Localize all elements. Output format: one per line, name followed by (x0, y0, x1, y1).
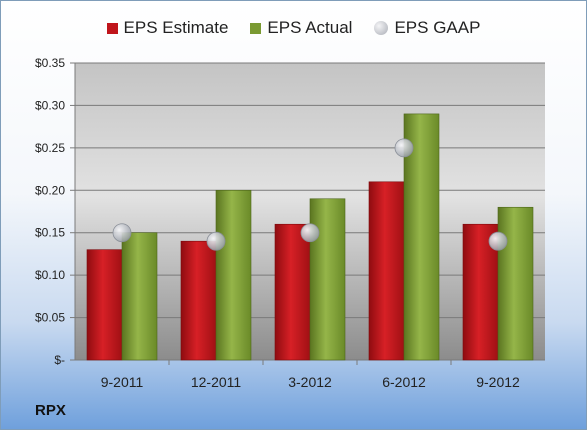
x-tick-label: 9-2011 (101, 374, 144, 390)
y-tick-label: $0.05 (35, 311, 65, 325)
y-tick-label: $0.30 (35, 98, 65, 112)
bar-eps-estimate (368, 181, 405, 361)
bar-eps-estimate (180, 240, 217, 361)
legend-swatch-gaap (374, 21, 389, 35)
legend-swatch-actual (250, 22, 262, 34)
marker-eps-gaap (394, 138, 414, 158)
marker-eps-gaap (112, 223, 132, 243)
marker-eps-gaap (300, 223, 320, 243)
bar-eps-actual (497, 206, 534, 361)
ticker-label: RPX (35, 402, 66, 419)
y-tick-label: $0.25 (35, 141, 65, 155)
legend-item-actual: EPS Actual (250, 18, 352, 38)
legend: EPS Estimate EPS Actual EPS GAAP (1, 18, 586, 38)
legend-label-estimate: EPS Estimate (123, 18, 229, 37)
legend-swatch-estimate (106, 22, 118, 34)
legend-item-estimate: EPS Estimate (106, 18, 229, 38)
marker-eps-gaap (206, 231, 226, 251)
bar-eps-actual (309, 198, 346, 361)
y-tick-label: $0.20 (35, 183, 65, 197)
legend-item-gaap: EPS GAAP (374, 18, 480, 38)
x-tick-label: 6-2012 (382, 374, 426, 390)
bar-eps-actual (215, 189, 252, 361)
bar-eps-actual (121, 232, 158, 361)
x-tick-label: 9-2012 (476, 374, 520, 390)
x-tick-label: 3-2012 (288, 374, 332, 390)
bar-eps-estimate (86, 249, 123, 361)
x-tick-label: 12-2011 (191, 374, 242, 390)
legend-label-actual: EPS Actual (267, 18, 353, 37)
legend-label-gaap: EPS GAAP (394, 18, 481, 37)
y-tick-label: $- (54, 353, 65, 367)
marker-eps-gaap (488, 231, 508, 251)
bar-eps-estimate (274, 223, 311, 361)
y-tick-label: $0.15 (35, 226, 65, 240)
y-tick-label: $0.10 (35, 268, 65, 282)
y-tick-label: $0.35 (35, 56, 65, 70)
